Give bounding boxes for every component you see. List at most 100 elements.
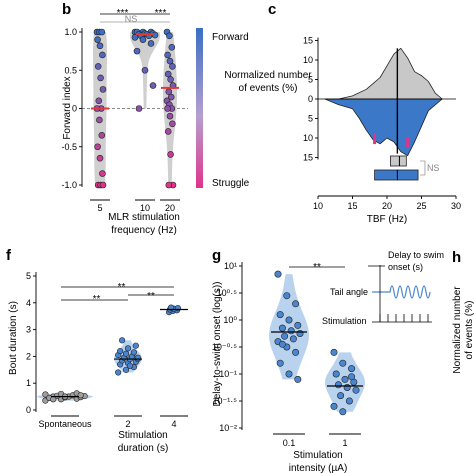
g-data-point <box>339 359 347 367</box>
b-colorbar-top-label: Forward <box>212 32 249 43</box>
b-data-point <box>98 131 106 139</box>
b-data-point <box>166 32 173 40</box>
b-sig-label: NS <box>125 14 138 24</box>
b-y-tick-label: -1.0 <box>61 180 77 190</box>
g-data-point <box>343 383 351 391</box>
g-data-point <box>352 386 360 394</box>
f-data-point <box>77 392 84 399</box>
b-data-point <box>94 143 101 151</box>
g-data-point <box>345 397 353 405</box>
g-inset-delay-label-line2: onset (s) <box>388 262 423 272</box>
g-sig-label: ** <box>313 262 321 273</box>
g-y-tick-label: 10⁻¹·⁵ <box>213 396 238 406</box>
b-y-tick-label: 0 <box>72 104 77 114</box>
c-top-distribution <box>338 47 443 100</box>
b-plot-area: *** ***NS <box>82 8 188 189</box>
c-y-tick-label: 10 <box>303 133 313 143</box>
b-ylabel: Forward index <box>62 76 73 139</box>
panel-letter-b: b <box>62 1 71 18</box>
f-data-point <box>50 396 57 403</box>
g-data-point <box>341 375 349 383</box>
f-y-tick-label: 4 <box>26 298 31 308</box>
c-y-axis: 15 10 5 0 5 10 15 <box>303 36 319 163</box>
f-data-point <box>126 362 134 369</box>
f-data-point <box>119 337 126 344</box>
f-x-tick-label: 2 <box>125 419 130 429</box>
c-x-tick-label: 15 <box>347 201 357 211</box>
g-x-tick-label: 0.1 <box>283 438 296 448</box>
g-data-point <box>337 392 345 400</box>
f-data-point <box>132 342 139 349</box>
h-ylabel-line1: Normalized number <box>452 286 463 374</box>
c-x-tick-label: 30 <box>451 201 461 211</box>
b-data-point <box>99 170 106 177</box>
g-x-axis: 0.1 1 <box>273 433 361 448</box>
g-y-tick-label: 10⁰·⁵ <box>217 288 238 298</box>
f-y-tick-label: 0 <box>26 405 31 415</box>
c-ylabel-line2: of events (%) <box>239 83 298 94</box>
c-y-tick-label: 10 <box>303 55 313 65</box>
g-inset-delay-label-line1: Delay to swim <box>388 250 444 260</box>
b-data-point <box>147 40 155 47</box>
g-data-point <box>348 373 356 381</box>
c-y-tick-label: 5 <box>308 75 313 85</box>
g-xlabel-line2: intensity (µA) <box>289 463 348 474</box>
c-y-tick-label: 5 <box>308 114 313 124</box>
h-ylabel-line2: of events (%) <box>464 301 474 360</box>
b-data-point <box>131 34 139 41</box>
g-data-point <box>281 332 289 340</box>
b-data-point <box>166 57 174 65</box>
panel-c: c Normalized number of events (%) 15 10 5 0… <box>224 1 461 225</box>
g-xlabel-line1: Stimulation <box>293 450 342 461</box>
b-data-point <box>169 63 176 70</box>
b-xlabel-line2: frequency (Hz) <box>111 225 177 236</box>
g-x-tick-label: 1 <box>342 438 347 448</box>
f-y-axis: 0 1 2 3 4 5 <box>26 271 37 415</box>
c-x-tick-label: 25 <box>416 201 426 211</box>
f-xlabel-line2: duration (s) <box>118 443 169 454</box>
panel-letter-h: h <box>452 249 461 266</box>
g-inset-tail-label: Tail angle <box>330 287 368 297</box>
c-ylabel-line1: Normalized number <box>224 70 312 81</box>
b-sig-label: *** <box>155 8 167 19</box>
b-data-point <box>94 63 102 70</box>
c-boxplot <box>390 155 407 167</box>
f-y-tick-label: 3 <box>26 325 31 335</box>
b-data-point <box>97 74 104 82</box>
g-y-tick-label: 10⁻² <box>219 423 237 433</box>
f-y-tick-label: 5 <box>26 271 31 281</box>
g-data-point <box>348 365 356 373</box>
b-data-point <box>141 66 149 74</box>
b-data-point <box>169 120 176 128</box>
f-x-tick-label: Spontaneous <box>38 419 92 429</box>
panel-letter-f: f <box>6 247 12 264</box>
f-x-axis: Spontaneous 2 4 <box>38 415 188 429</box>
g-data-point <box>334 381 342 389</box>
b-x-axis: 5 10 20 <box>90 199 180 213</box>
b-y-tick-label: 1.0 <box>64 27 77 37</box>
c-y-tick-label: 15 <box>303 153 313 163</box>
c-sig-label: NS <box>427 163 440 173</box>
f-data-point <box>117 347 124 355</box>
g-inset-stim-label: Stimulation <box>322 316 367 326</box>
b-data-point <box>165 181 173 189</box>
g-data-point <box>332 370 340 378</box>
f-sig-label: ** <box>93 294 101 305</box>
b-data-point <box>164 105 171 112</box>
panel-h: h Normalized number of events (%) <box>452 249 474 374</box>
panel-b: b Forward index -1.0-0.500.51.0 *** ***NS… <box>61 1 249 236</box>
g-inset-stim-train <box>372 314 432 323</box>
g-ylabel: Delay-to-swim onset (log(s)) <box>212 281 223 406</box>
g-data-point <box>292 348 300 356</box>
b-data-point <box>96 42 104 50</box>
b-data-point <box>149 82 157 89</box>
g-data-point <box>274 270 282 278</box>
f-xlabel-line1: Stimulation <box>118 430 167 441</box>
b-x-tick-label: 5 <box>97 203 102 213</box>
g-y-axis: 10¹ 10⁰·⁵ 10⁰ 10⁻⁰·⁵ 10⁻¹ 10⁻¹·⁵ 10⁻² <box>212 261 243 433</box>
b-y-tick-label: 0.5 <box>64 65 77 75</box>
g-data-point <box>283 292 291 300</box>
g-data-point <box>292 300 300 308</box>
panel-letter-g: g <box>212 247 221 264</box>
b-x-tick-label: 10 <box>140 203 150 213</box>
